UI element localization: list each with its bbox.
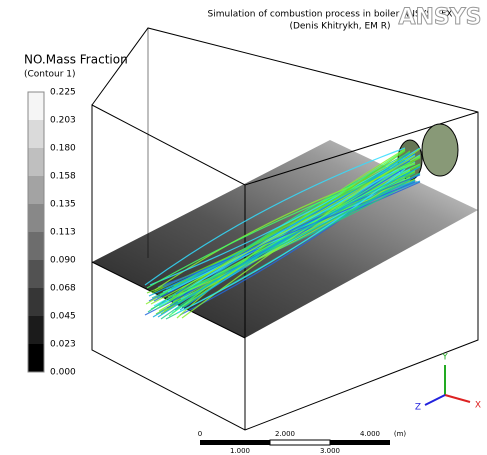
- axis-label: X: [475, 401, 481, 411]
- axis-label: Z: [415, 403, 421, 413]
- legend-band: [28, 316, 44, 344]
- legend: 0.225 0.203 0.180 0.158 0.135 0.113 0.090 0.068…: [28, 88, 76, 378]
- legend-label: 0.090: [50, 256, 76, 266]
- legend-label: 0.158: [50, 172, 76, 182]
- legend-label: 0.135: [50, 200, 76, 210]
- axis-label: Y: [441, 353, 448, 363]
- legend-label: 0.068: [50, 284, 76, 294]
- legend-band: [28, 176, 44, 204]
- author: (Denis Khitrykh, EM R): [289, 22, 390, 32]
- burner: [422, 124, 458, 176]
- legend-label: 0.045: [50, 312, 76, 322]
- legend-label: 0.180: [50, 144, 76, 154]
- logo: ANSYS: [398, 5, 481, 30]
- legend-label: 0.203: [50, 116, 76, 126]
- scale-label: 4.000: [360, 430, 380, 438]
- scale-label: 3.000: [320, 447, 340, 455]
- legend-label: 0.225: [50, 88, 76, 98]
- legend-band: [28, 232, 44, 260]
- scale-label: 0: [198, 430, 202, 438]
- legend-subtitle: (Contour 1): [24, 70, 76, 80]
- legend-title: NO.Mass Fraction: [24, 53, 128, 67]
- scale-label: (m): [394, 430, 407, 438]
- legend-band: [28, 120, 44, 148]
- legend-band: [28, 260, 44, 288]
- legend-label: 0.113: [50, 228, 76, 238]
- scale-label: 1.000: [230, 447, 250, 455]
- screen: Simulation of combustion process in boil…: [0, 0, 487, 455]
- legend-band: [28, 148, 44, 176]
- legend-band: [28, 288, 44, 316]
- scale-bar: 0 2.000 4.000 (m) 1.000 3.000: [198, 430, 407, 455]
- legend-label: 0.000: [50, 368, 76, 378]
- scale-label: 2.000: [275, 430, 295, 438]
- legend-band: [28, 204, 44, 232]
- legend-label: 0.023: [50, 340, 76, 350]
- legend-band: [28, 92, 44, 120]
- axis-triad: Y X Z: [415, 353, 481, 413]
- legend-band: [28, 344, 44, 372]
